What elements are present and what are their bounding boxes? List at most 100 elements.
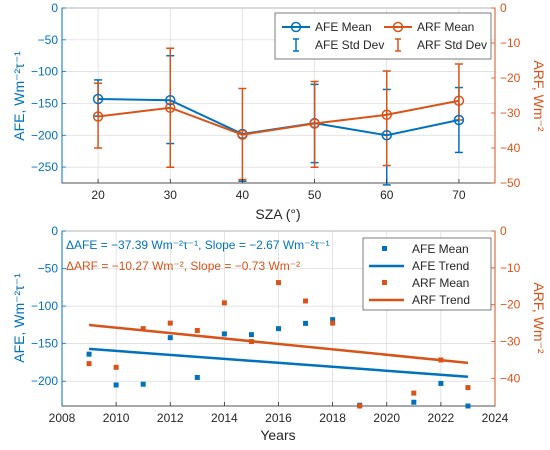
sza-x-tick-label: 30 (164, 188, 178, 202)
legend-arf-mean-label: ARF Mean (417, 20, 474, 34)
afe-trend-line (88, 347, 469, 378)
afe-mean-point (92, 93, 104, 105)
sza-left-ticks: 0 −50 −100 −150 −200 −250 (31, 1, 66, 183)
legend-arf-std: ARF Std Dev (395, 38, 487, 52)
years-left-ticks: 0 −50 −100 −150 −200 (31, 224, 66, 406)
years-right-tick-label: 0 (500, 224, 507, 238)
sza-chart: 20 30 40 50 60 70 0 −50 −100 −150 −200 −250 0 −10 −2… (11, 1, 547, 222)
legend-afe-mean-label: AFE Mean (315, 20, 372, 34)
arf-mean-point (438, 357, 444, 363)
arf-mean-point (357, 403, 363, 409)
years-right-ticks: 0 −10 −20 −30 −40 (491, 224, 521, 406)
arf-mean-line (97, 99, 460, 136)
years-x-tick-label: 2010 (103, 411, 130, 425)
sza-right-axis-label: ARF, Wm⁻² (531, 60, 547, 131)
sza-left-tick-label: −150 (31, 96, 58, 110)
sza-x-ticks: 20 30 40 50 60 70 (91, 179, 466, 202)
sza-right-tick-label: −40 (500, 141, 521, 155)
sza-right-tick-label: −10 (500, 36, 521, 50)
arf-mean-point (303, 298, 309, 304)
afe-mean-point (303, 320, 309, 326)
arf-mean-point (381, 109, 392, 120)
afe-mean-point (113, 382, 119, 388)
legend-afe-std: AFE Std Dev (293, 38, 384, 52)
afe-mean-point (194, 374, 200, 380)
arf-mean-point (453, 95, 465, 106)
legend-afe-mean-marker (290, 21, 302, 33)
years-right-tick-label: −40 (500, 371, 521, 385)
arf-mean-point (165, 102, 176, 113)
afe-mean-point (330, 317, 336, 323)
years-right-tick-label: −30 (500, 335, 521, 349)
afe-mean-point (140, 381, 146, 387)
years-right-tick-label: −10 (500, 261, 521, 275)
years-legend: AFE Mean AFE Trend ARF Mean ARF Trend (362, 237, 492, 311)
sza-x-tick-label: 70 (452, 188, 466, 202)
arf-trend-line (88, 323, 469, 365)
years-x-tick-label: 2012 (157, 411, 184, 425)
afe-mean-point (221, 331, 227, 337)
legend-years-arf-mean-label: ARF Mean (412, 276, 469, 290)
arf-mean-point (330, 320, 336, 326)
delta-arf-annotation: ΔARF = −10.27 Wm⁻², Slope = −0.73 Wm⁻² (66, 259, 300, 273)
legend-years-arf-mean-marker (382, 280, 387, 285)
legend-arf-mean-marker (392, 21, 404, 33)
sza-left-tick-label: −250 (31, 160, 58, 174)
sza-right-tick-label: 0 (500, 1, 507, 15)
afe-mean-point (165, 95, 176, 106)
afe-mean-point (248, 332, 254, 338)
legend-years-afe-trend-label: AFE Trend (412, 259, 469, 273)
legend-years-afe-mean-label: AFE Mean (412, 242, 469, 256)
sza-left-tick-label: 0 (51, 1, 58, 15)
sza-grid (62, 7, 495, 183)
years-x-tick-label: 2014 (211, 411, 238, 425)
afe-mean-point (465, 403, 471, 409)
legend-years-afe-mean: AFE Mean (382, 242, 469, 256)
sza-right-ticks: 0 −10 −20 −30 −40 −50 (491, 1, 521, 190)
afe-mean-point (438, 380, 444, 386)
legend-years-afe-trend: AFE Trend (369, 259, 469, 273)
legend-arf-mean: ARF Mean (384, 20, 474, 34)
arf-mean-point (86, 361, 92, 367)
legend-afe-mean: AFE Mean (282, 20, 372, 34)
delta-afe-annotation: ΔAFE = −37.39 Wm⁻²τ⁻¹, Slope = −2.67 Wm⁻… (66, 238, 330, 252)
sza-left-tick-label: −200 (31, 128, 58, 142)
arf-mean-point (113, 364, 119, 370)
sza-right-tick-label: −20 (500, 71, 521, 85)
arf-mean-point (194, 327, 200, 333)
arf-mean-point (248, 339, 254, 345)
arf-mean-point (276, 280, 281, 286)
arf-mean-point (411, 390, 417, 396)
arf-mean-point (167, 320, 173, 326)
years-x-ticks: 2008 2010 2012 2014 2016 2018 2020 2022 2024 (49, 402, 509, 425)
years-left-tick-label: −150 (31, 337, 58, 351)
legend-years-arf-mean: ARF Mean (382, 276, 469, 290)
years-left-tick-label: −100 (31, 299, 58, 313)
years-x-tick-label: 2008 (49, 411, 76, 425)
years-left-axis-label: AFE, Wm⁻²τ⁻¹ (11, 273, 27, 363)
legend-years-arf-trend: ARF Trend (369, 293, 470, 307)
afe-mean-point (86, 351, 92, 357)
sza-legend-box (274, 12, 492, 60)
sza-left-axis-label: AFE, Wm⁻²τ⁻¹ (11, 51, 27, 141)
sza-x-tick-label: 20 (91, 188, 105, 202)
years-marks (86, 280, 471, 409)
years-x-tick-label: 2020 (373, 411, 400, 425)
sza-x-tick-label: 60 (380, 188, 394, 202)
arf-mean-point (309, 118, 320, 129)
sza-left-tick-label: −100 (31, 65, 58, 79)
sza-x-tick-label: 40 (236, 188, 250, 202)
arf-mean-point (140, 326, 146, 332)
years-x-tick-label: 2016 (265, 411, 292, 425)
years-right-axis-label: ARF, Wm⁻² (531, 282, 547, 353)
afe-mean-point (276, 326, 281, 332)
arf-mean-point (237, 129, 248, 140)
sza-x-axis-label: SZA (°) (255, 206, 300, 222)
years-x-tick-label: 2024 (482, 411, 509, 425)
afe-mean-point (453, 114, 465, 126)
legend-arf-std-label: ARF Std Dev (417, 38, 487, 52)
legend-afe-std-label: AFE Std Dev (315, 38, 384, 52)
years-x-axis-label: Years (260, 427, 295, 443)
sza-legend: AFE Mean AFE Std Dev ARF Mean ARF Std De… (274, 12, 492, 60)
